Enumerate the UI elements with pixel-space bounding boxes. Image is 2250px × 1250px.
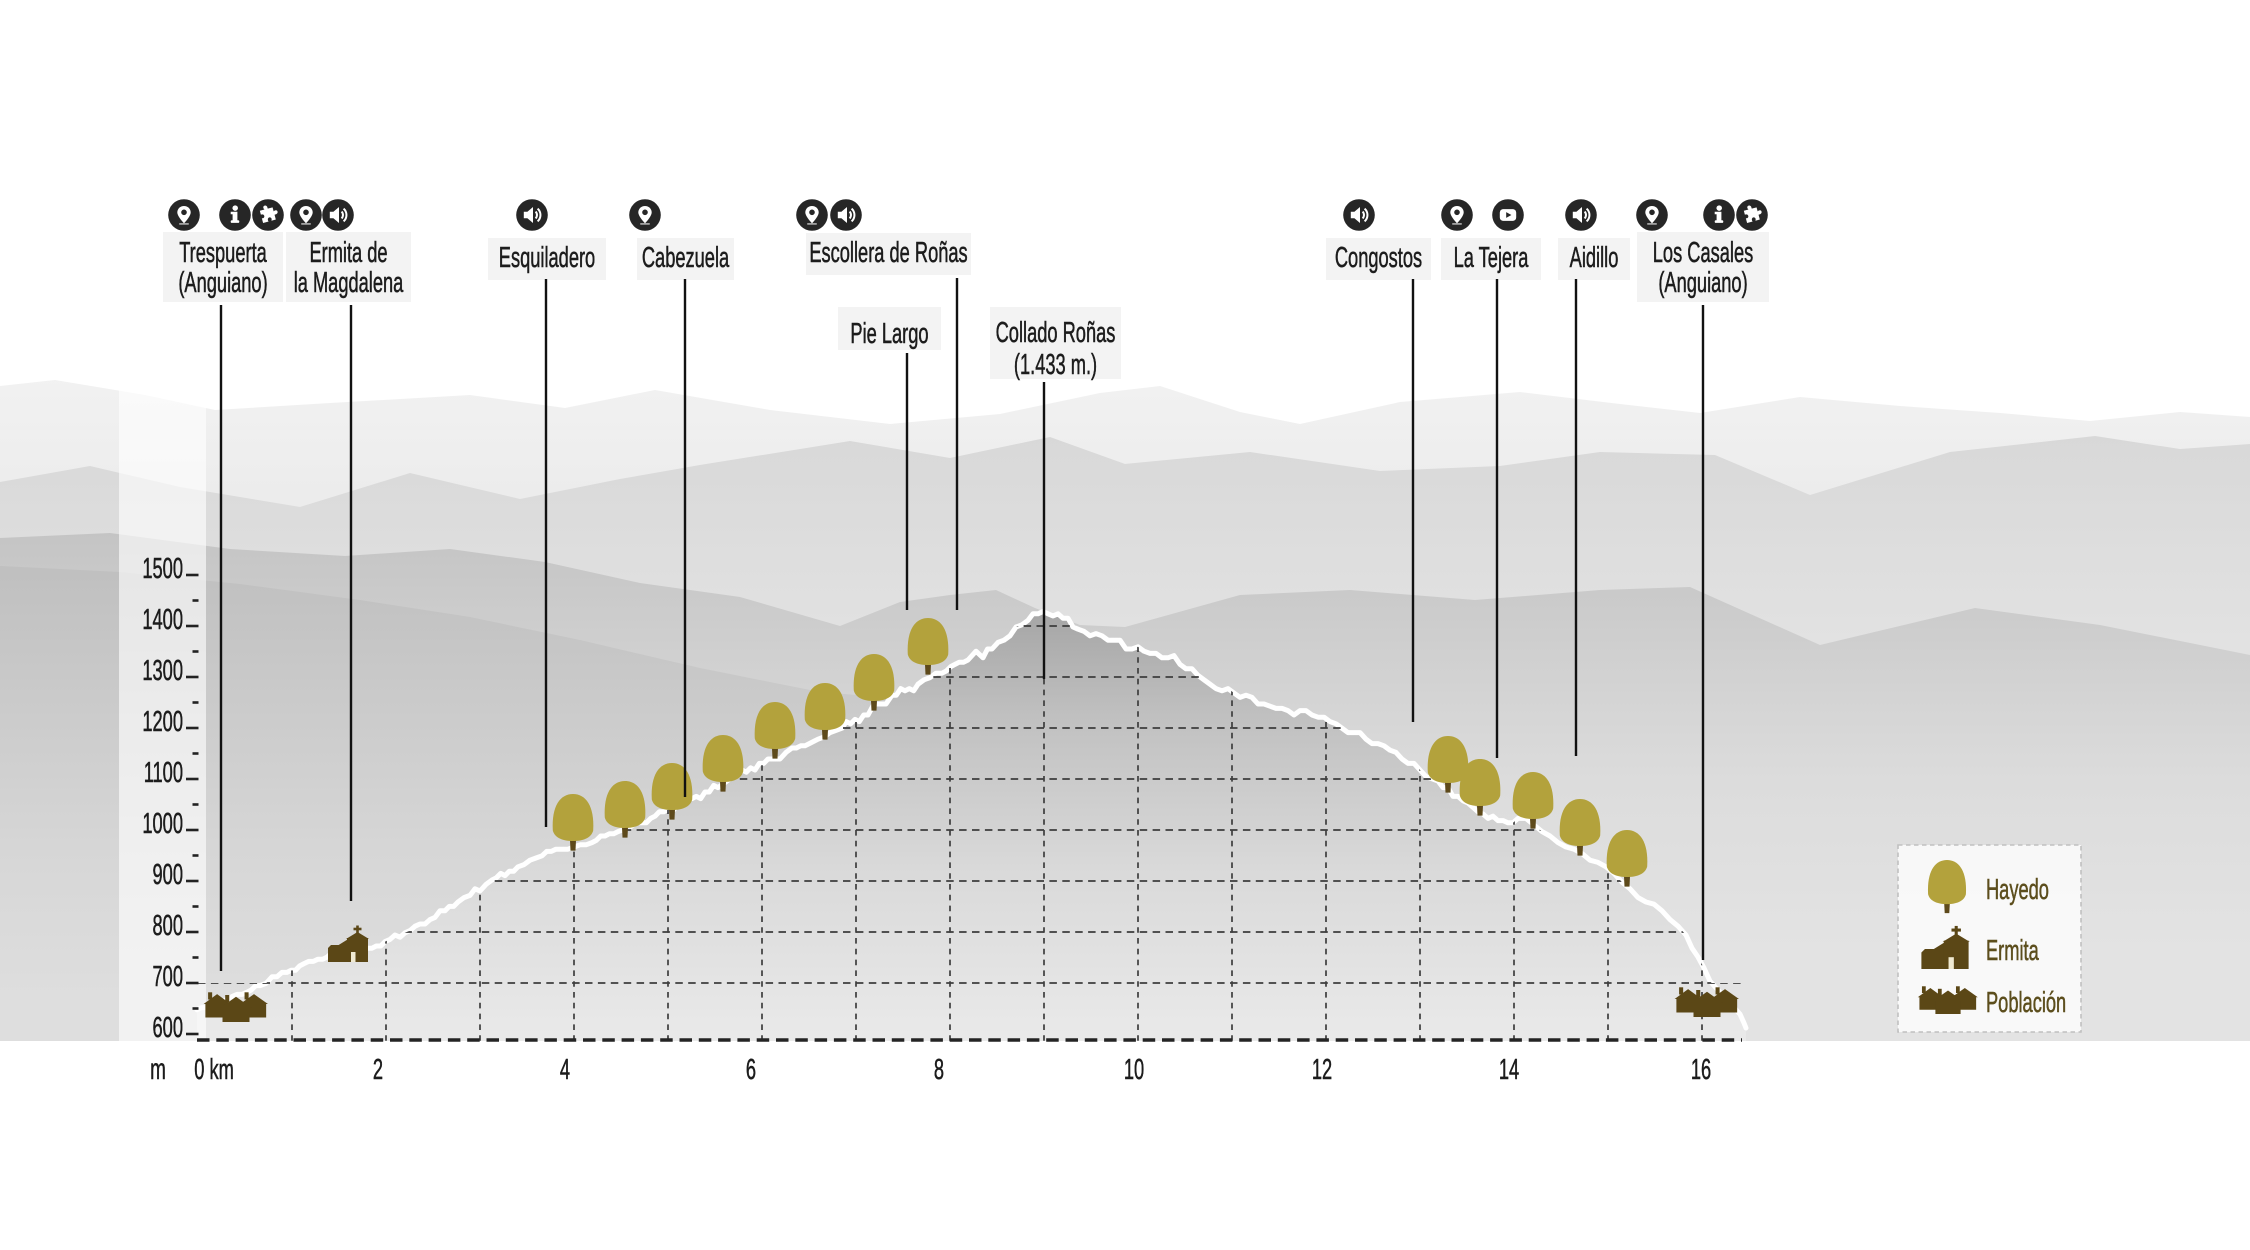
svg-text:Ermita: Ermita (1986, 935, 2039, 967)
svg-text:La Tejera: La Tejera (1454, 242, 1529, 274)
svg-text:700: 700 (153, 961, 183, 993)
svg-text:Ermita de: Ermita de (309, 237, 387, 269)
svg-text:1300: 1300 (142, 655, 183, 687)
svg-text:1400: 1400 (142, 604, 183, 636)
svg-text:4: 4 (560, 1054, 570, 1086)
svg-text:6: 6 (746, 1054, 756, 1086)
svg-text:800: 800 (153, 910, 183, 942)
svg-text:Cabezuela: Cabezuela (642, 242, 730, 274)
svg-text:0 km: 0 km (194, 1054, 234, 1086)
svg-text:m: m (150, 1053, 166, 1087)
svg-text:1200: 1200 (142, 706, 183, 738)
svg-text:2: 2 (373, 1054, 383, 1086)
svg-text:16: 16 (1691, 1054, 1711, 1086)
svg-text:Los Casales: Los Casales (1653, 237, 1753, 269)
svg-text:Escollera de Roñas: Escollera de Roñas (809, 237, 967, 269)
svg-text:Aidillo: Aidillo (1570, 242, 1619, 274)
svg-text:Trespuerta: Trespuerta (179, 237, 267, 269)
svg-text:Collado Roñas: Collado Roñas (996, 317, 1116, 349)
svg-text:1100: 1100 (144, 757, 183, 789)
svg-text:Población: Población (1986, 987, 2066, 1019)
svg-text:8: 8 (934, 1054, 944, 1086)
svg-text:1000: 1000 (142, 808, 183, 840)
svg-text:Congostos: Congostos (1335, 242, 1422, 274)
svg-text:(Anguiano): (Anguiano) (178, 267, 267, 299)
svg-text:Hayedo: Hayedo (1986, 874, 2049, 906)
svg-text:(1.433 m.): (1.433 m.) (1014, 349, 1097, 381)
svg-text:12: 12 (1312, 1054, 1332, 1086)
svg-text:10: 10 (1124, 1054, 1144, 1086)
svg-text:(Anguiano): (Anguiano) (1658, 267, 1747, 299)
svg-text:900: 900 (153, 859, 183, 891)
svg-text:600: 600 (153, 1012, 183, 1044)
svg-text:1500: 1500 (142, 553, 183, 585)
svg-text:Pie Largo: Pie Largo (850, 318, 928, 350)
svg-text:la Magdalena: la Magdalena (294, 267, 404, 299)
svg-text:14: 14 (1499, 1054, 1519, 1086)
svg-text:Esquiladero: Esquiladero (499, 242, 595, 274)
